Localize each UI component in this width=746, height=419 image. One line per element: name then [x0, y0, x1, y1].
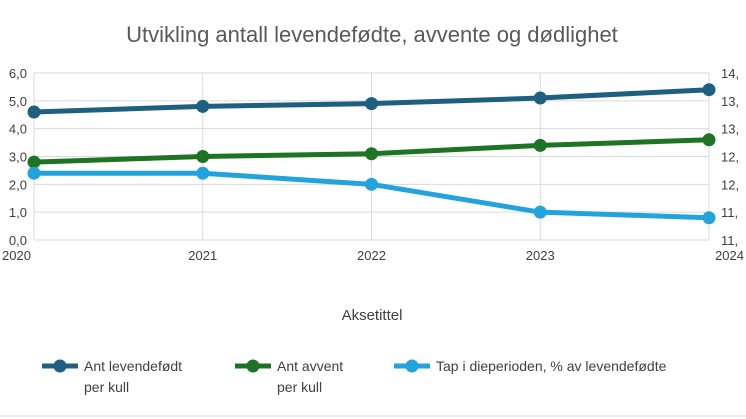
right-axis-tick-label: 12,	[721, 150, 739, 165]
data-point	[702, 211, 716, 225]
x-axis-tick-label: 2023	[526, 248, 555, 263]
left-axis-tick-label: 6,0	[9, 66, 27, 81]
chart-title: Utvikling antall levendefødte, avvente o…	[126, 22, 618, 47]
data-point	[27, 155, 41, 169]
right-axis-tick-label: 11,	[721, 205, 738, 220]
data-point	[365, 97, 378, 111]
right-axis-tick-label: 12,	[721, 177, 739, 192]
right-axis-tick-label: 13,	[721, 122, 739, 137]
series-3	[27, 166, 716, 225]
legend: Ant levendefødt per kull Ant avvent per kul…	[42, 358, 667, 395]
left-axis-ticks: 0,0 1,0 2,0 3,0 4,0 5,0 6,0	[9, 66, 27, 248]
series-layer	[27, 83, 716, 225]
data-point	[27, 166, 41, 180]
data-point	[702, 83, 716, 97]
data-point	[196, 150, 210, 163]
data-point	[196, 99, 210, 113]
legend-label: Ant avvent	[277, 358, 343, 374]
legend-marker	[405, 359, 419, 373]
legend-item-2: Ant avvent per kull	[235, 358, 343, 395]
legend-marker	[246, 359, 260, 373]
data-point	[365, 177, 378, 191]
data-point	[27, 105, 41, 119]
x-axis-tick-label: 2022	[357, 248, 386, 263]
left-axis-tick-label: 2,0	[9, 177, 27, 192]
series-1	[27, 83, 716, 119]
legend-item-1: Ant levendefødt per kull	[42, 358, 182, 395]
data-point	[533, 138, 547, 152]
legend-label: Ant levendefødt	[84, 358, 182, 374]
left-axis-tick-label: 0,0	[9, 233, 27, 248]
left-axis-tick-label: 1,0	[9, 205, 27, 220]
x-axis-ticks: 2020 2021 2022 2023 2024	[2, 248, 744, 263]
series-2	[27, 133, 716, 169]
legend-label: Tap i dieperioden, % av levendefødte	[436, 358, 667, 374]
right-axis-tick-label: 13,	[721, 94, 739, 109]
x-axis-title: Aksetittel	[342, 307, 403, 324]
right-axis-ticks: 11, 11, 12, 12, 13, 13, 14,	[721, 66, 739, 248]
legend-marker	[53, 359, 67, 373]
data-point	[533, 205, 547, 219]
left-axis-tick-label: 3,0	[9, 150, 27, 165]
right-axis-tick-label: 14,	[721, 66, 739, 81]
data-point	[196, 166, 210, 180]
left-axis-tick-label: 5,0	[9, 94, 27, 109]
data-point	[533, 91, 547, 105]
left-axis-tick-label: 4,0	[9, 122, 27, 137]
legend-label: per kull	[277, 379, 322, 395]
x-axis-tick-label: 2021	[188, 248, 217, 263]
data-point	[702, 133, 716, 147]
legend-item-3: Tap i dieperioden, % av levendefødte	[394, 358, 667, 374]
x-axis-tick-label: 2020	[2, 248, 31, 263]
legend-label: per kull	[84, 379, 129, 395]
x-axis-tick-label: 2024	[715, 248, 744, 263]
data-point	[365, 147, 378, 161]
right-axis-tick-label: 11,	[721, 233, 738, 248]
